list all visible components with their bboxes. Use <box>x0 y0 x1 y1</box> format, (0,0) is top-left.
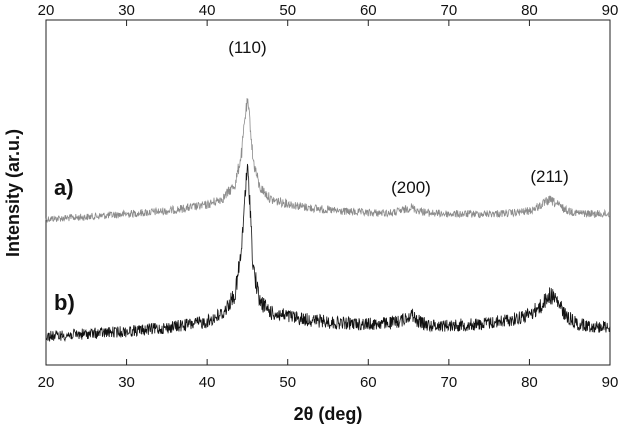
trace-label-a: a) <box>54 175 74 200</box>
series-line-b <box>45 163 611 343</box>
trace-labels: a) b) <box>54 175 75 315</box>
top-tick-label: 90 <box>602 2 619 19</box>
plot-frame <box>45 19 611 366</box>
top-tick-label: 60 <box>360 2 377 19</box>
peak-label: (211) <box>530 167 568 186</box>
x-tick-label: 20 <box>38 374 55 391</box>
x-tick-label: 50 <box>279 374 296 391</box>
top-tick-label: 70 <box>441 2 458 19</box>
traces <box>45 98 611 343</box>
series-line-a <box>45 98 611 223</box>
x-tick-label: 30 <box>118 374 135 391</box>
x-tick-label: 40 <box>199 374 216 391</box>
peak-labels: (110) (200) (211) <box>228 38 569 197</box>
x-tick-label: 80 <box>521 374 538 391</box>
top-tick-label: 50 <box>279 2 296 19</box>
top-tick-label: 30 <box>118 2 135 19</box>
x-tick-label: 60 <box>360 374 377 391</box>
top-tick-label: 40 <box>199 2 216 19</box>
x-tick-label: 70 <box>441 374 458 391</box>
top-axis: 20 30 40 50 60 70 80 90 <box>38 2 619 26</box>
trace-label-b: b) <box>54 290 75 315</box>
peak-label: (110) <box>228 38 266 57</box>
x-tick-label: 90 <box>602 374 619 391</box>
y-axis-title: Intensity (ar.u.) <box>3 129 23 257</box>
top-tick-label: 20 <box>38 2 55 19</box>
top-tick-label: 80 <box>521 2 538 19</box>
x-axis-title: 2θ (deg) <box>294 404 363 424</box>
bottom-axis: 20 30 40 50 60 70 80 90 <box>38 359 619 391</box>
peak-label: (200) <box>391 178 431 197</box>
